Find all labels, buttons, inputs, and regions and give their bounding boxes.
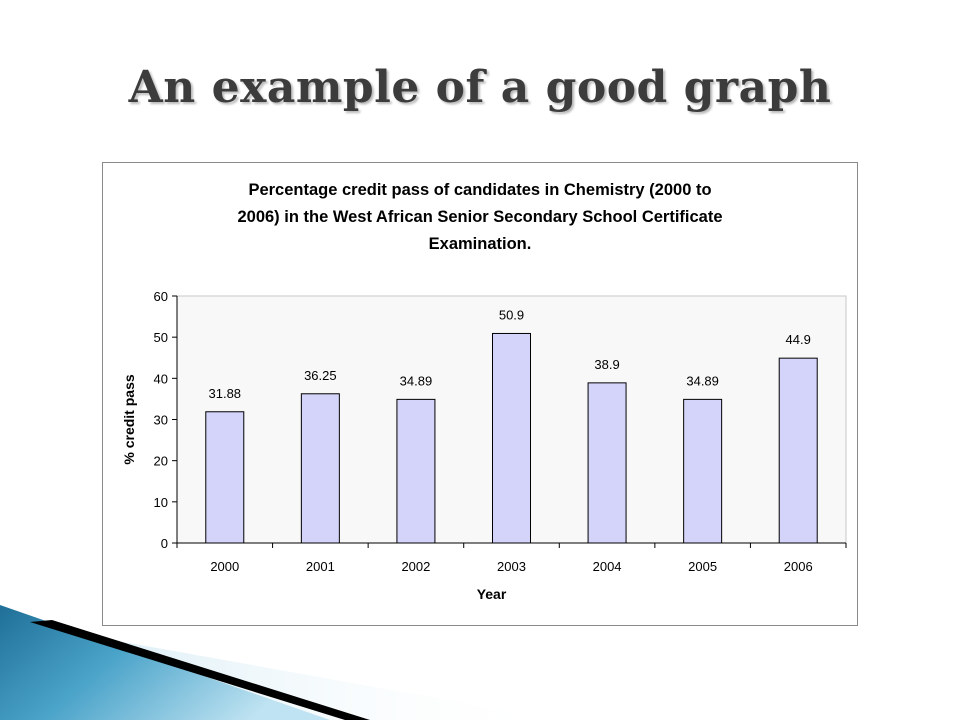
x-tick-label-2002: 2002 xyxy=(401,559,430,574)
y-axis-title: % credit pass xyxy=(121,374,137,464)
data-label-2005: 34.89 xyxy=(686,373,719,388)
bar-chart: 0 10 20 30 40 50 60 31.88 2000 36.25 2001 34.89 2002… xyxy=(121,289,847,602)
x-tick-label-2000: 2000 xyxy=(210,559,239,574)
data-label-2000: 31.88 xyxy=(209,386,242,401)
data-label-2004: 38.9 xyxy=(594,357,619,372)
x-axis-title: Year xyxy=(477,586,507,602)
slide-title: An example of a good graph xyxy=(128,62,832,113)
bar-2000 xyxy=(205,411,245,544)
bar-2002 xyxy=(396,398,436,544)
y-tick-label: 50 xyxy=(154,330,168,345)
y-tick-label: 20 xyxy=(154,454,168,469)
chart-title: Percentage credit pass of candidates in … xyxy=(103,177,857,258)
y-tick-label: 60 xyxy=(154,289,168,304)
chart-title-line-1: Percentage credit pass of candidates in … xyxy=(248,181,712,199)
bar-2006 xyxy=(778,357,818,544)
y-tick-label: 40 xyxy=(154,371,168,386)
x-tick-label-2001: 2001 xyxy=(306,559,335,574)
x-tick-label-2003: 2003 xyxy=(497,559,526,574)
x-tick-label-2005: 2005 xyxy=(688,559,717,574)
chart-title-line-3: Examination. xyxy=(428,235,532,253)
bar-2004 xyxy=(587,382,627,544)
corner-decoration xyxy=(0,605,560,720)
decor-black-stripe xyxy=(30,620,370,720)
bar-2003 xyxy=(492,332,531,544)
y-tick-label: 0 xyxy=(161,536,168,551)
x-tick-label-2006: 2006 xyxy=(784,559,813,574)
bar-2005 xyxy=(683,398,723,544)
data-label-2002: 34.89 xyxy=(400,373,433,388)
x-tick-label-2004: 2004 xyxy=(593,559,622,574)
y-tick-label: 10 xyxy=(154,495,168,510)
chart-title-line-2: 2006) in the West African Senior Seconda… xyxy=(237,208,723,226)
y-tick-label: 30 xyxy=(154,413,168,428)
bar-2001 xyxy=(300,393,340,544)
data-label-2006: 44.9 xyxy=(786,332,811,347)
chart-frame: Percentage credit pass of candidates in … xyxy=(102,162,858,626)
data-label-2003: 50.9 xyxy=(499,307,524,322)
data-label-2001: 36.25 xyxy=(304,368,337,383)
